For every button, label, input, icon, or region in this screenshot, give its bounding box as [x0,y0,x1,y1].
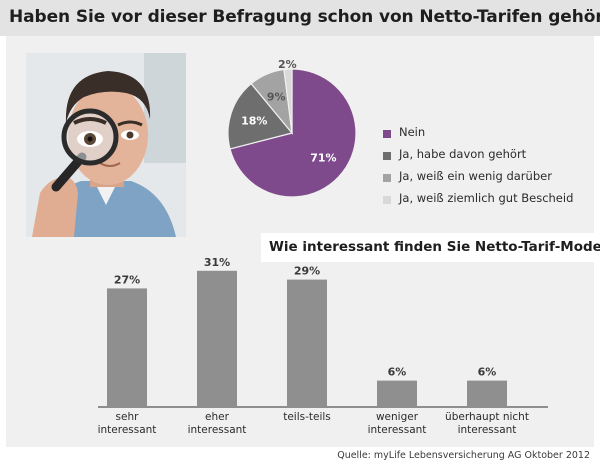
pie-slice-label: 71% [310,151,336,164]
bar [287,279,327,407]
legend-swatch [383,174,391,182]
pie-slice-label: 18% [241,115,267,128]
legend-label: Ja, weiß ein wenig darüber [399,169,552,183]
bar-value-label: 6% [478,366,497,379]
legend-label: Nein [399,125,426,139]
bar-value-label: 6% [388,366,407,379]
bar-value-label: 27% [114,273,140,286]
x-tick-label: interessant [188,424,247,436]
pie-slice [283,68,293,134]
legend-label: Ja, weiß ziemlich gut Bescheid [399,191,574,205]
bar [377,380,417,407]
x-tick-label: eher [205,411,230,423]
bar [467,380,507,407]
bar-chart-title: Wie interessant finden Sie Netto-Tarif-M… [269,239,600,255]
pie-slice-label: 2% [278,58,297,71]
bar [107,288,147,407]
x-tick-label: überhaupt nicht [445,411,529,423]
x-tick-label: weniger [376,411,419,423]
pie-slice-label: 9% [267,91,286,104]
x-tick-label: interessant [98,424,157,436]
pie-chart: 71% 18%9% 2% [227,58,357,198]
pie-slice [227,82,294,150]
subtitle-box: Wie interessant finden Sie Netto-Tarif-M… [261,233,600,262]
x-tick-label: interessant [458,424,517,436]
bar [197,270,237,407]
main-title: Haben Sie vor dieser Befragung schon von… [9,7,600,27]
x-tick-label: sehr [116,411,140,423]
legend-swatch [383,196,391,204]
legend-swatch [383,130,391,138]
photo [26,53,186,237]
bar-value-label: 29% [294,265,320,278]
pie-slice [229,68,357,198]
man-with-magnifying-glass-icon [26,53,186,237]
x-tick-label: interessant [368,424,427,436]
source-note: Quelle: myLife Lebensversicherung AG Okt… [337,450,590,461]
legend-label: Ja, habe davon gehört [399,147,527,161]
title-banner [0,0,600,36]
x-tick-label: teils-teils [283,411,331,423]
legend-swatch [383,152,391,160]
bar-value-label: 31% [204,256,230,269]
